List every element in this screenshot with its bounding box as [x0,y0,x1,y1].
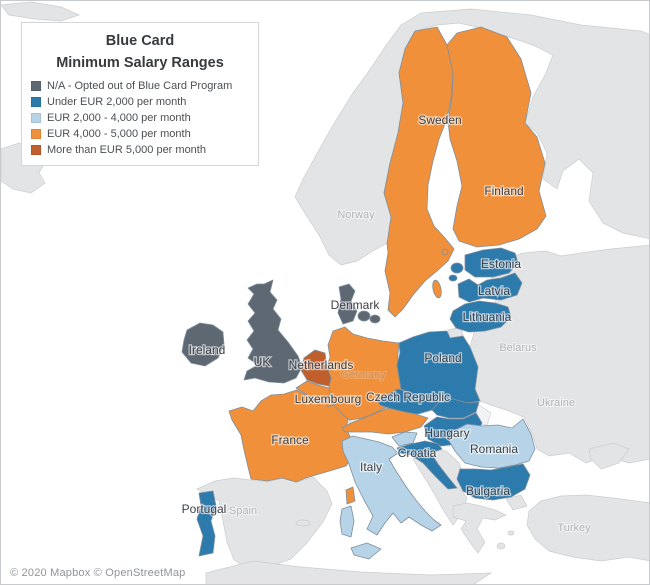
landmass-greece [452,502,507,554]
legend-swatch-under2000 [31,96,41,107]
country-label-poland: Poland [424,351,461,365]
legend-label-eur4000_5000: EUR 4,000 - 5,000 per month [47,127,191,140]
country-croatia[interactable] [396,440,458,490]
country-bulgaria[interactable] [456,463,531,501]
legend-label-over5000: More than EUR 5,000 per month [47,143,206,156]
country-label-czech-republic: Czech Republic [366,390,450,404]
country-netherlands[interactable] [300,349,332,387]
legend-items: N/A - Opted out of Blue Card Program Unde… [31,80,249,156]
landmass-turkey [526,494,649,562]
legend-label-eur2000_4000: EUR 2,000 - 4,000 per month [47,111,191,124]
country-label-lithuania: Lithuania [463,310,512,324]
country-denmark-zealand[interactable] [369,314,381,324]
country-france[interactable] [228,389,352,483]
country-estonia-saaremaa[interactable] [450,262,464,274]
legend-title-line1: Blue Card [105,33,175,49]
country-label-sweden: Sweden [418,113,461,127]
country-label-italy: Italy [360,460,382,474]
gulf-of-bothnia-water [425,115,460,255]
base-label-turkey: Turkey [557,522,591,534]
country-denmark[interactable] [337,283,358,325]
country-label-ireland: Ireland [189,343,226,357]
country-estonia-hiiumaa[interactable] [448,274,458,282]
country-finland-aland[interactable] [441,248,449,256]
legend-swatch-na [31,80,41,91]
legend-swatch-eur4000_5000 [31,128,41,139]
country-label-uk: UK [254,355,271,369]
landmass-crimea [588,442,630,470]
landmass-greenland-edge [1,1,80,22]
country-portugal[interactable] [196,490,217,557]
landmass-aegean-islands-2 [507,530,515,536]
country-label-portugal: Portugal [182,502,227,516]
country-slovakia[interactable] [431,398,480,419]
landmass-norway-nw-russia [294,8,649,266]
country-label-france: France [271,433,309,447]
legend-item-eur2000_4000[interactable]: EUR 2,000 - 4,000 per month [31,112,249,124]
base-label-ukraine: Ukraine [537,397,575,409]
country-label-bulgaria: Bulgaria [466,484,510,498]
country-label-croatia: Croatia [398,446,437,460]
country-sweden[interactable] [383,26,455,318]
country-label-netherlands: Netherlands [289,358,354,372]
map-labels-layer: Norway Belarus Ukraine Germany Spain Turkey Sw… [180,112,592,535]
landmass-aegean-islands [496,542,506,550]
base-label-belarus: Belarus [499,342,537,354]
country-belgium[interactable] [295,380,332,402]
country-romania[interactable] [448,418,536,469]
legend-swatch-over5000 [31,144,41,155]
country-denmark-funen[interactable] [357,310,371,322]
country-latvia[interactable] [457,272,523,303]
base-label-norway: Norway [337,209,375,221]
country-slovenia[interactable] [391,431,418,447]
country-label-denmark: Denmark [331,298,381,312]
legend-item-under2000[interactable]: Under EUR 2,000 per month [31,96,249,108]
legend-item-na[interactable]: N/A - Opted out of Blue Card Program [31,80,249,92]
country-italy[interactable] [341,435,442,536]
legend-swatch-eur2000_4000 [31,112,41,123]
landmass-north-africa [205,560,493,584]
legend-item-over5000[interactable]: More than EUR 5,000 per month [31,144,249,156]
country-label-luxembourg: Luxembourg [295,392,362,406]
country-austria[interactable] [341,407,429,435]
landmass-turkey-europe [505,494,528,511]
base-label-germany: Germany [340,369,386,381]
country-label-estonia: Estonia [481,257,521,271]
country-lithuania[interactable] [449,300,512,333]
legend-title: Blue Card Minimum Salary Ranges [31,30,249,75]
country-finland[interactable] [446,26,547,248]
legend-title-line2: Minimum Salary Ranges [56,55,224,72]
country-uk[interactable] [243,279,303,384]
legend-label-na: N/A - Opted out of Blue Card Program [47,79,233,92]
country-luxembourg[interactable] [325,395,336,408]
legend-item-eur4000_5000[interactable]: EUR 4,000 - 5,000 per month [31,128,249,140]
country-poland[interactable] [396,330,481,404]
country-france-corsica[interactable] [345,486,356,505]
base-label-spain: Spain [229,505,257,517]
country-label-latvia: Latvia [478,284,510,298]
country-ireland[interactable] [181,322,225,367]
country-italy-sicily[interactable] [350,542,382,560]
country-sweden-gotland[interactable] [431,279,443,299]
legend-label-under2000: Under EUR 2,000 per month [47,95,187,108]
country-italy-sardinia[interactable] [339,505,355,538]
landmass-iberia-spain [196,476,333,569]
country-label-finland: Finland [484,184,523,198]
map-attribution[interactable]: © 2020 Mapbox © OpenStreetMap [10,567,186,579]
country-label-romania: Romania [470,442,518,456]
country-estonia[interactable] [464,247,519,278]
country-label-hungary: Hungary [424,426,469,440]
landmass-balearics [295,519,311,527]
legend-panel: Blue Card Minimum Salary Ranges N/A - Op… [21,22,259,166]
